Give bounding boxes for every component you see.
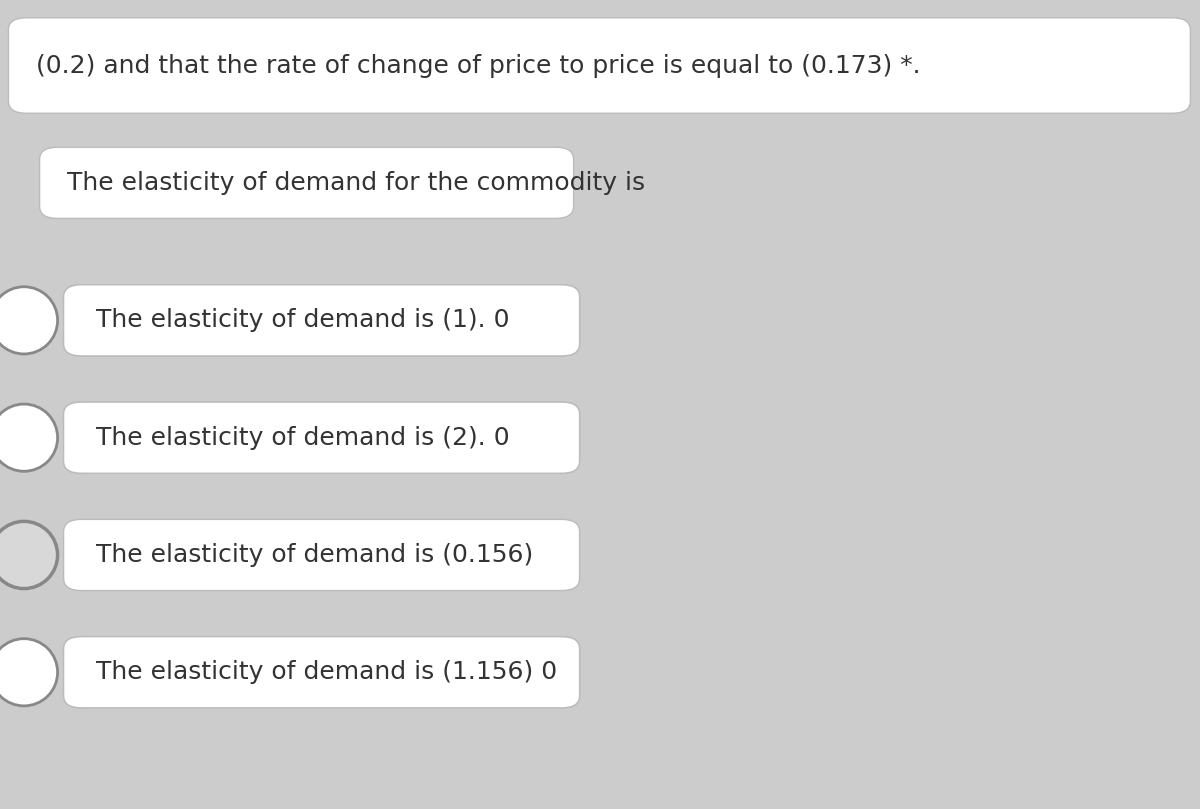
Ellipse shape <box>0 638 58 706</box>
FancyBboxPatch shape <box>40 147 574 218</box>
Text: The elasticity of demand is (1.156) 0: The elasticity of demand is (1.156) 0 <box>96 660 557 684</box>
FancyBboxPatch shape <box>64 637 580 708</box>
FancyBboxPatch shape <box>64 402 580 473</box>
FancyBboxPatch shape <box>64 285 580 356</box>
FancyBboxPatch shape <box>64 402 580 473</box>
Text: The elasticity of demand for the commodity is: The elasticity of demand for the commodi… <box>67 171 646 195</box>
Ellipse shape <box>0 398 64 477</box>
FancyBboxPatch shape <box>64 637 580 708</box>
Text: The elasticity of demand is (1). 0: The elasticity of demand is (1). 0 <box>96 308 510 332</box>
Text: The elasticity of demand is (0.156): The elasticity of demand is (0.156) <box>96 543 533 567</box>
FancyBboxPatch shape <box>8 18 1190 113</box>
FancyBboxPatch shape <box>64 519 580 591</box>
Ellipse shape <box>0 286 58 354</box>
Ellipse shape <box>0 281 64 360</box>
Ellipse shape <box>0 521 58 589</box>
Ellipse shape <box>0 633 64 712</box>
Ellipse shape <box>0 404 58 472</box>
FancyBboxPatch shape <box>64 285 580 356</box>
Text: The elasticity of demand is (2). 0: The elasticity of demand is (2). 0 <box>96 426 510 450</box>
Text: (0.2) and that the rate of change of price to price is equal to (0.173) *.: (0.2) and that the rate of change of pri… <box>36 53 920 78</box>
